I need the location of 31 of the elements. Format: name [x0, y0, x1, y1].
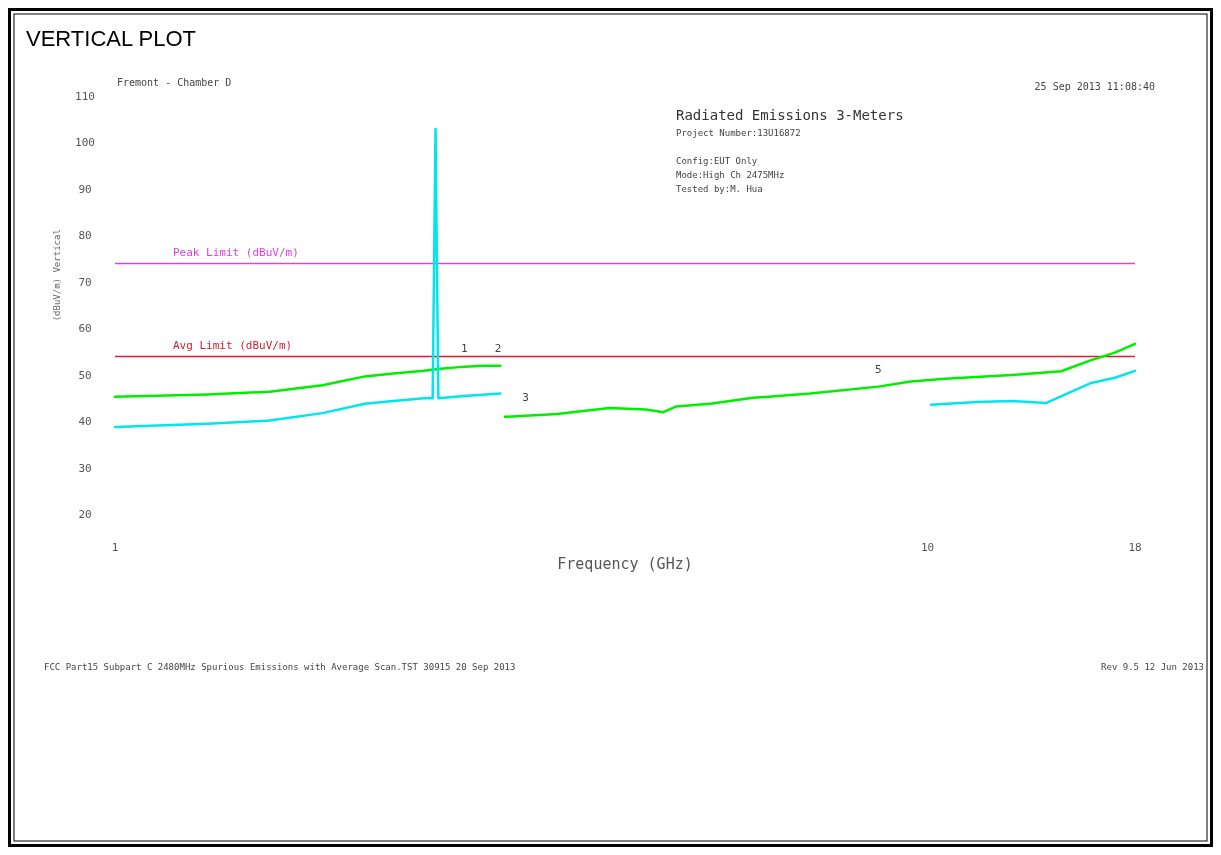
y-tick-label: 70	[78, 275, 92, 289]
annotation: 3	[522, 390, 529, 404]
annotation: 1	[460, 341, 468, 355]
ref-line-label: Avg Limit (dBuV/m)	[173, 339, 293, 353]
annotation: 2	[494, 341, 502, 355]
x-tick-label: 10	[920, 540, 935, 554]
text: Rev 9.5 12 Jun 2013	[1101, 662, 1204, 672]
y-axis-title: (dBuV/m) Vertical	[52, 229, 62, 322]
text: 25 Sep 2013 11:08:40	[1034, 81, 1155, 92]
annotation: Config:EUT Only	[676, 156, 758, 166]
y-tick-label: 80	[78, 229, 92, 243]
annotation: 5	[875, 362, 882, 376]
y-tick-label: 30	[78, 461, 92, 475]
text: Fremont - Chamber D	[117, 77, 232, 88]
annotation: Tested by:M. Hua	[676, 184, 763, 194]
y-tick-label: 50	[78, 368, 92, 382]
text: Radiated Emissions 3-Meters	[676, 107, 904, 123]
y-tick-label: 40	[78, 415, 92, 429]
ref-line-label: Peak Limit (dBuV/m)	[173, 246, 299, 260]
x-axis-title: Frequency (GHz)	[557, 554, 693, 573]
annotation: Project Number:13U16872	[676, 128, 801, 138]
y-tick-label: 90	[78, 182, 92, 196]
y-tick-label: 110	[75, 89, 95, 103]
y-tick-label: 100	[75, 136, 95, 150]
x-tick-label: 18	[1128, 540, 1142, 554]
y-tick-label: 20	[78, 508, 92, 522]
chart-title: VERTICAL PLOT	[26, 26, 196, 51]
y-tick-label: 60	[78, 322, 92, 336]
x-tick-label: 1	[111, 540, 119, 554]
text: FCC Part15 Subpart C 2480MHz Spurious Emissions with Average Scan.TST 30915 20 Sep 2013	[44, 662, 516, 672]
annotation: Mode:High Ch 2475MHz	[676, 170, 785, 180]
